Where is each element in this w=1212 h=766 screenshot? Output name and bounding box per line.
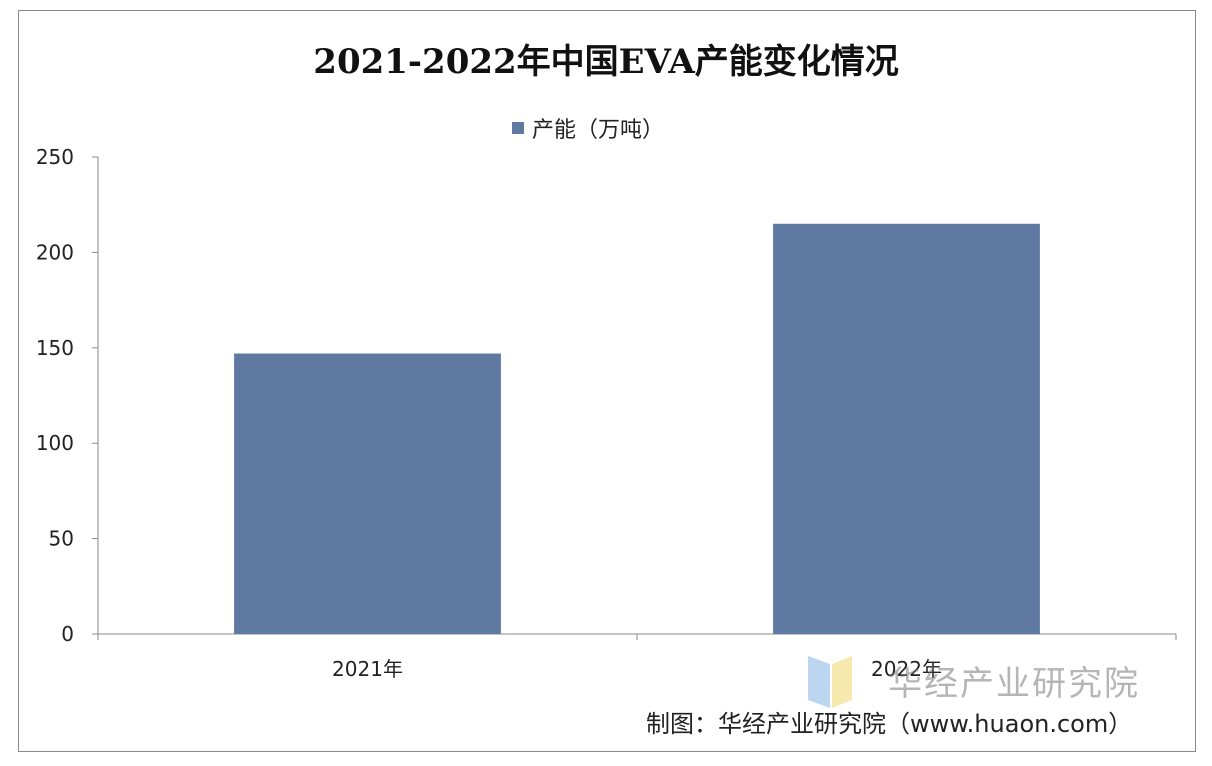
y-tick-label: 50 bbox=[49, 527, 74, 551]
watermark-logo bbox=[808, 656, 852, 708]
y-tick-label: 100 bbox=[36, 431, 74, 455]
y-tick-label: 150 bbox=[36, 336, 74, 360]
y-tick-label: 0 bbox=[61, 622, 74, 646]
bar bbox=[773, 223, 1040, 634]
watermark-text: 华经产业研究院 bbox=[888, 664, 1140, 704]
y-tick-label: 200 bbox=[36, 240, 74, 264]
bars bbox=[234, 223, 1040, 634]
bar bbox=[234, 353, 501, 634]
legend-label: 产能（万吨） bbox=[532, 118, 665, 143]
x-tick-label: 2022年 bbox=[871, 657, 942, 681]
chart-title: 2021-2022年中国EVA产能变化情况 bbox=[313, 42, 899, 82]
legend-swatch bbox=[512, 122, 524, 134]
source-note: 制图：华经产业研究院（www.huaon.com） bbox=[646, 710, 1133, 738]
y-ticks: 0 50 100 150 200 250 bbox=[36, 145, 98, 646]
y-tick-label: 250 bbox=[36, 145, 74, 169]
legend: 产能（万吨） bbox=[512, 112, 664, 144]
x-tick-label: 2021年 bbox=[332, 657, 403, 681]
x-ticks: 2021年 2022年 bbox=[97, 634, 1177, 681]
